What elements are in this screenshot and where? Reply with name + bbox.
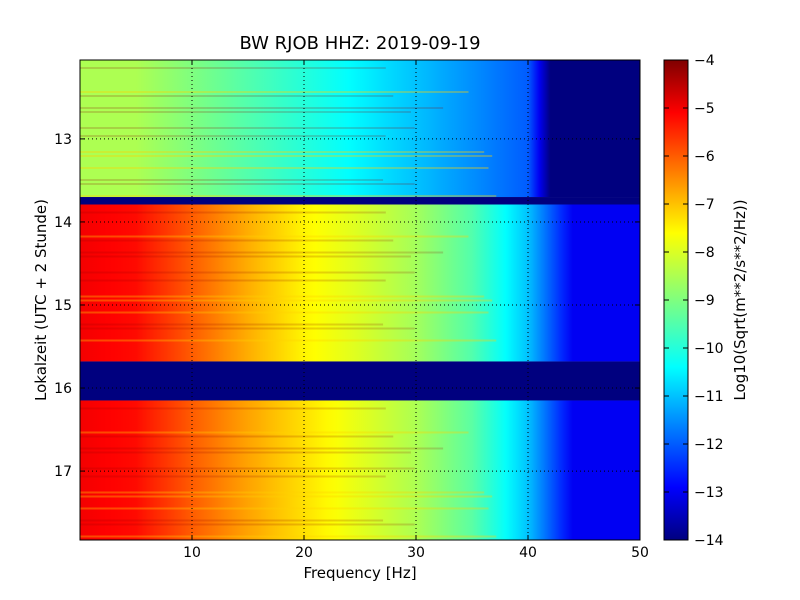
spectrum-streak (80, 251, 444, 254)
spectrum-streak (80, 431, 469, 434)
spectrum-streak (80, 451, 411, 454)
spectrum-streak (80, 239, 394, 242)
colorbar: −4 −5 −6 −7 −8 −9 −10 −11 −12 −13 −14 Log10(Sqrt(m… (663, 53, 749, 549)
x-tick-label: 10 (183, 545, 201, 561)
colorbar-tick-label: −8 (694, 245, 715, 261)
spectrum-streak (80, 339, 497, 342)
spectrum-streak (80, 151, 485, 153)
colorbar-tick-label: −13 (694, 485, 724, 501)
colorbar-tick-label: −5 (694, 101, 715, 117)
x-axis-label: Frequency [Hz] (303, 564, 416, 582)
heatmap-segment (80, 400, 640, 540)
x-axis-ticks: 10 20 30 40 50 (183, 60, 649, 561)
y-tick-label: 17 (54, 464, 72, 480)
colorbar-ticks: −4 −5 −6 −7 −8 −9 −10 −11 −12 −13 −14 (664, 53, 724, 549)
spectrum-streak (80, 67, 386, 69)
x-tick-label: 40 (519, 545, 537, 561)
spectrum-streak (80, 519, 384, 522)
spectrum-streak (80, 491, 485, 494)
spectrum-streak (80, 467, 415, 470)
chart-title: BW RJOB HHZ: 2019-09-19 (239, 33, 480, 54)
spectrum-streak (80, 183, 415, 185)
heatmap (80, 60, 640, 540)
colorbar-tick-label: −14 (694, 533, 724, 549)
spectrum-streak (80, 167, 489, 169)
heatmap-segment (80, 197, 640, 205)
spectrum-streak (80, 295, 485, 298)
spectrum-streak (80, 311, 489, 314)
colorbar-tick-label: −4 (694, 53, 715, 69)
grid (80, 60, 640, 540)
x-tick-label: 30 (407, 545, 425, 561)
spectrum-streak (80, 95, 394, 97)
y-axis-ticks: 13 14 15 16 17 (54, 132, 640, 480)
heatmap-segment (80, 361, 640, 401)
spectrum-streak (80, 235, 469, 238)
spectrum-streak (80, 255, 411, 258)
colorbar-tick-label: −11 (694, 389, 724, 405)
colorbar-label: Log10(Sqrt(m**2/s**2/Hz)) (731, 199, 749, 400)
heatmap-segment (80, 204, 640, 362)
x-tick-label: 20 (295, 545, 313, 561)
spectrum-streak (80, 535, 497, 538)
y-tick-label: 15 (54, 298, 72, 314)
spectrum-streak (80, 179, 384, 181)
colorbar-tick-label: −7 (694, 197, 715, 213)
spectrum-streak (80, 279, 386, 282)
y-axis-label: Lokalzeit (UTC + 2 Stunde) (32, 199, 50, 401)
colorbar-tick-label: −9 (694, 293, 715, 309)
spectrum-streak (80, 127, 415, 129)
colorbar-tick-label: −12 (694, 437, 724, 453)
plot-frame (79, 59, 641, 541)
colorbar-tick-label: −6 (694, 149, 715, 165)
heatmap-bands (80, 60, 640, 540)
spectrum-streak (80, 107, 444, 109)
spectrum-streak (80, 299, 493, 302)
y-tick-label: 13 (54, 132, 72, 148)
spectrum-streak (80, 155, 493, 157)
spectrum-streak (80, 91, 469, 93)
spectrum-streak (80, 195, 497, 197)
colorbar-tick-label: −10 (694, 341, 724, 357)
y-tick-label: 16 (54, 381, 72, 397)
heatmap-segment (80, 60, 640, 198)
spectrum-streak (80, 211, 386, 214)
spectrum-streak (80, 495, 493, 498)
y-tick-label: 14 (54, 215, 72, 231)
x-tick-label: 50 (631, 545, 649, 561)
spectrum-streak (80, 523, 415, 526)
spectrum-streak (80, 323, 384, 326)
spectrum-streak (80, 435, 394, 438)
heatmap-lines (80, 67, 497, 538)
spectrum-streak (80, 271, 415, 274)
spectrum-streak (80, 327, 415, 330)
spectrum-streak (80, 135, 386, 137)
spectrum-streak (80, 447, 444, 450)
spectrum-streak (80, 507, 489, 510)
spectrum-streak (80, 407, 386, 410)
spectrum-streak (80, 475, 386, 478)
spectrum-streak (80, 111, 411, 113)
